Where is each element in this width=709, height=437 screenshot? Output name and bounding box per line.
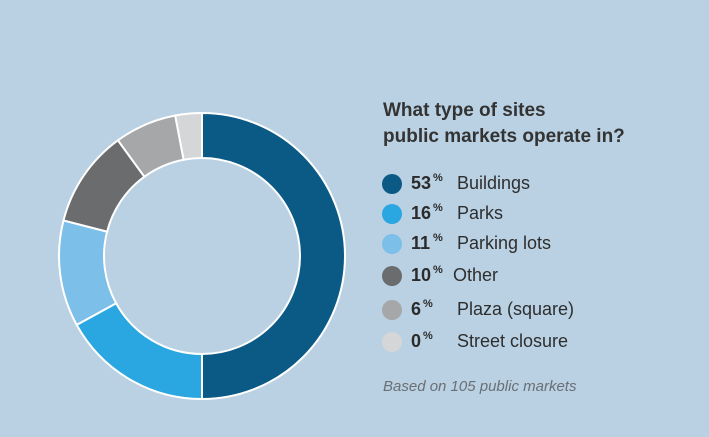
legend-percent-parking-lots: 11 [411,233,431,253]
legend-swatch-plaza [382,300,402,320]
donut-slice-street-closure [174,111,203,161]
legend-label-other: Other [453,265,499,285]
legend-percent-plaza: 6 [411,299,422,319]
legend-swatch-parks [382,204,402,224]
legend-swatch-parking-lots [382,234,402,254]
legend-percent-buildings: 53 [411,173,432,193]
legend-label-buildings: Buildings [457,173,531,193]
legend-item-buildings: 53 % Buildings [382,172,702,196]
legend-percent-parks: 16 [411,203,432,223]
legend-swatch-street-closure [382,332,402,352]
legend-percent-sign-parks: % [433,202,443,214]
legend-item-other: 10 % Other [382,264,702,288]
legend-swatch-buildings [382,174,402,194]
legend-label-parks: Parks [457,203,504,223]
legend-item-plaza: 6 % Plaza (square) [382,298,702,322]
legend-percent-sign-other: % [433,264,443,276]
legend-item-parking-lots: 11 % Parking lots [382,232,702,256]
legend-percent-sign-street-closure: % [423,330,433,342]
legend-item-street-closure: 0 % Street closure [382,330,702,354]
legend-percent-sign-buildings: % [433,172,443,184]
legend-percent-street-closure: 0 [411,331,422,351]
chart-title-line-2: public markets operate in? [383,126,625,147]
donut-slice-buildings [201,111,346,401]
legend-item-parks: 16 % Parks [382,202,702,226]
donut-slice-parks [75,301,203,401]
legend-label-plaza: Plaza (square) [457,299,575,319]
source-note: Based on 105 public markets [383,378,577,395]
legend-percent-other: 10 [411,265,432,285]
chart-title: What type of sites public markets operat… [383,98,683,150]
legend-percent-sign-plaza: % [423,298,433,310]
legend-swatch-other [382,266,402,286]
chart-title-line-1: What type of sites [383,100,546,121]
legend-percent-sign-parking-lots: % [433,232,443,244]
legend-label-parking-lots: Parking lots [457,233,552,253]
legend-label-street-closure: Street closure [457,331,569,351]
